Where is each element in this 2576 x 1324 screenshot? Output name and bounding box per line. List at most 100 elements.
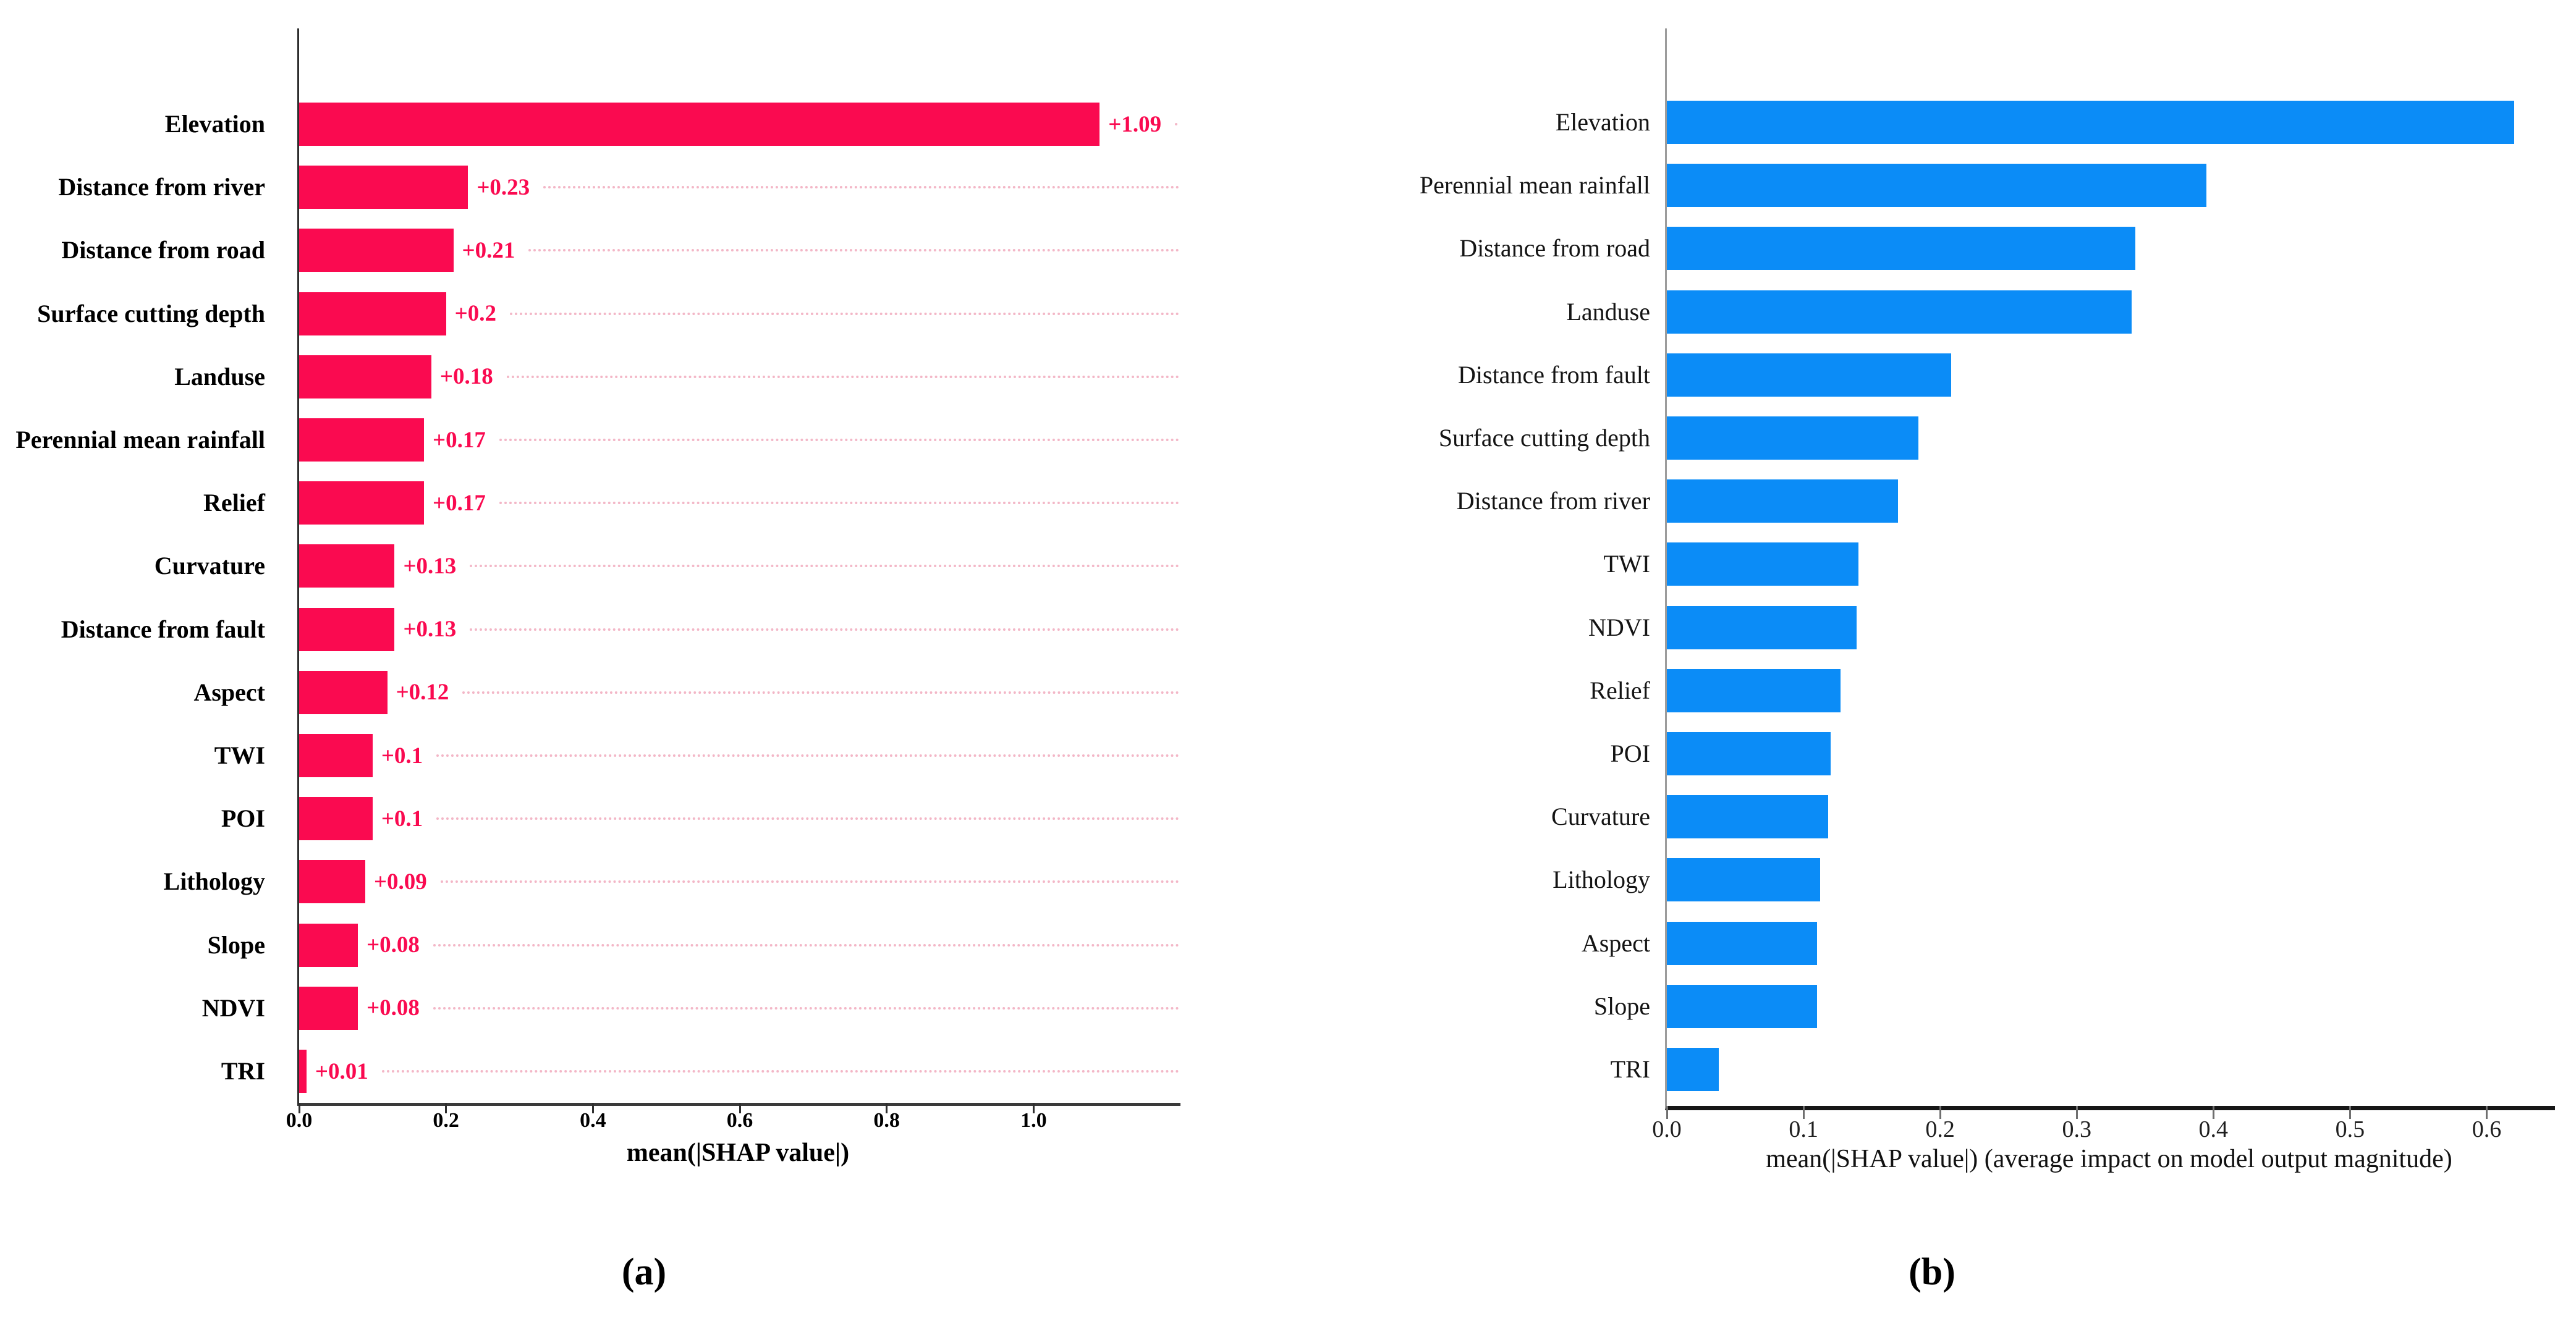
value-label-curvature: +0.13	[403, 553, 457, 579]
bar-row-landuse	[1667, 290, 2555, 334]
ylabel-perennial-mean-rainfall: Perennial mean rainfall	[15, 426, 265, 453]
bar-row-distance-from-road: +0.21	[299, 229, 1180, 272]
ylabel-landuse: Landuse	[1566, 297, 1650, 326]
x-tick	[2485, 1106, 2488, 1119]
value-label-perennial-mean-rainfall: +0.17	[433, 427, 486, 453]
x-tick	[2212, 1106, 2214, 1119]
panel-a-ylabels: Elevation Distance from river Distance fro…	[0, 28, 281, 1103]
x-tick-label: 0.2	[433, 1109, 459, 1132]
ylabel-distance-from-fault: Distance from fault	[1458, 360, 1650, 389]
bar-row-curvature	[1667, 795, 2555, 839]
ylabel-lithology: Lithology	[1553, 866, 1650, 894]
row-dotted-guide	[462, 691, 1179, 694]
bar-row-distance-from-fault	[1667, 353, 2555, 397]
bar-slope	[1667, 984, 1818, 1028]
x-tick	[1032, 1103, 1035, 1113]
ylabel-surface-cutting-depth: Surface cutting depth	[37, 299, 265, 327]
value-label-distance-from-road: +0.21	[462, 237, 515, 263]
value-label-tri: +0.01	[315, 1058, 368, 1084]
bar-row-distance-from-river: +0.23	[299, 166, 1180, 209]
x-tick	[1939, 1106, 1941, 1119]
bar-row-ndvi: +0.08	[299, 986, 1180, 1030]
bar-row-elevation	[1667, 101, 2555, 144]
ylabel-surface-cutting-depth: Surface cutting depth	[1438, 424, 1650, 452]
row-dotted-guide	[436, 754, 1179, 757]
x-tick	[739, 1103, 741, 1113]
bar-surface-cutting-depth	[1667, 416, 1918, 460]
ylabel-landuse: Landuse	[174, 362, 265, 390]
bar-aspect	[299, 670, 388, 714]
bar-distance-from-river	[299, 166, 468, 209]
bar-landuse	[299, 355, 431, 398]
bar-distance-from-fault	[299, 607, 395, 651]
bar-distance-from-road	[299, 229, 454, 272]
value-label-aspect: +0.12	[396, 680, 449, 706]
bar-row-twi	[1667, 542, 2555, 586]
bar-twi	[299, 734, 373, 777]
bar-row-surface-cutting-depth: +0.2	[299, 292, 1180, 335]
ylabel-poi: POI	[1610, 740, 1650, 767]
x-tick-label: 0.4	[580, 1109, 606, 1132]
row-dotted-guide	[510, 312, 1179, 315]
bar-row-lithology	[1667, 858, 2555, 902]
ylabel-ndvi: NDVI	[1588, 613, 1650, 641]
row-dotted-guide	[433, 1006, 1179, 1010]
bar-curvature	[299, 544, 395, 588]
row-dotted-guide	[381, 1070, 1179, 1073]
ylabel-slope: Slope	[1593, 992, 1650, 1020]
bar-row-surface-cutting-depth	[1667, 416, 2555, 460]
bar-elevation	[1667, 101, 2514, 144]
bar-row-tri: +0.01	[299, 1050, 1180, 1093]
ylabel-distance-from-road: Distance from road	[61, 236, 265, 264]
x-tick-label: 0.0	[1652, 1116, 1682, 1142]
bar-row-aspect: +0.12	[299, 670, 1180, 714]
panel-b-ylabels: Elevation Perennial mean rainfall Distance…	[1368, 28, 1658, 1106]
row-dotted-guide	[436, 817, 1179, 820]
bar-landuse	[1667, 290, 2132, 334]
x-tick	[1802, 1106, 1805, 1119]
row-dotted-guide	[506, 375, 1179, 378]
bar-row-poi: +0.1	[299, 797, 1180, 841]
bar-row-perennial-mean-rainfall	[1667, 164, 2555, 208]
ylabel-relief: Relief	[203, 489, 265, 517]
x-tick-label: 0.2	[1925, 1116, 1955, 1142]
row-dotted-guide	[470, 628, 1179, 631]
bar-row-poi	[1667, 732, 2555, 775]
value-label-distance-from-fault: +0.13	[403, 617, 457, 643]
bar-ndvi	[1667, 605, 1857, 649]
bar-ndvi	[299, 986, 358, 1030]
ylabel-twi: TWI	[1603, 550, 1650, 578]
ylabel-ndvi: NDVI	[201, 993, 265, 1022]
ylabel-tri: TRI	[1610, 1055, 1650, 1083]
bar-curvature	[1667, 795, 1828, 839]
ylabel-relief: Relief	[1590, 676, 1650, 704]
bar-elevation	[299, 103, 1100, 146]
bar-row-relief: +0.17	[299, 481, 1180, 525]
row-dotted-guide	[499, 502, 1179, 505]
bar-row-tri	[1667, 1048, 2555, 1091]
x-tick-label: 0.6	[2472, 1116, 2502, 1142]
bar-relief	[299, 481, 425, 525]
x-tick	[591, 1103, 594, 1113]
bar-row-ndvi	[1667, 605, 2555, 649]
bar-row-distance-from-river	[1667, 479, 2555, 523]
x-tick	[886, 1103, 888, 1113]
value-label-surface-cutting-depth: +0.2	[454, 301, 496, 327]
row-dotted-guide	[1175, 123, 1179, 125]
bar-row-relief	[1667, 668, 2555, 712]
value-label-lithology: +0.09	[373, 869, 427, 895]
x-tick	[2349, 1106, 2351, 1119]
x-tick-label: 0.4	[2198, 1116, 2229, 1142]
x-tick-label: 0.1	[1789, 1116, 1818, 1142]
value-label-twi: +0.1	[381, 743, 423, 769]
bar-row-perennial-mean-rainfall: +0.17	[299, 418, 1180, 462]
ylabel-curvature: Curvature	[154, 552, 265, 580]
bar-distance-from-road	[1667, 227, 2136, 271]
x-tick-label: 0.5	[2335, 1116, 2365, 1142]
value-label-distance-from-river: +0.23	[477, 174, 530, 200]
row-dotted-guide	[543, 186, 1179, 189]
bar-lithology	[1667, 858, 1820, 902]
bar-distance-from-river	[1667, 479, 1898, 523]
panel-a-plot: +1.09 +0.23 +0.21 +0.2 +0.18 +0.17 +0.17 +0.13 +…	[286, 28, 1180, 1131]
x-tick	[298, 1103, 300, 1113]
